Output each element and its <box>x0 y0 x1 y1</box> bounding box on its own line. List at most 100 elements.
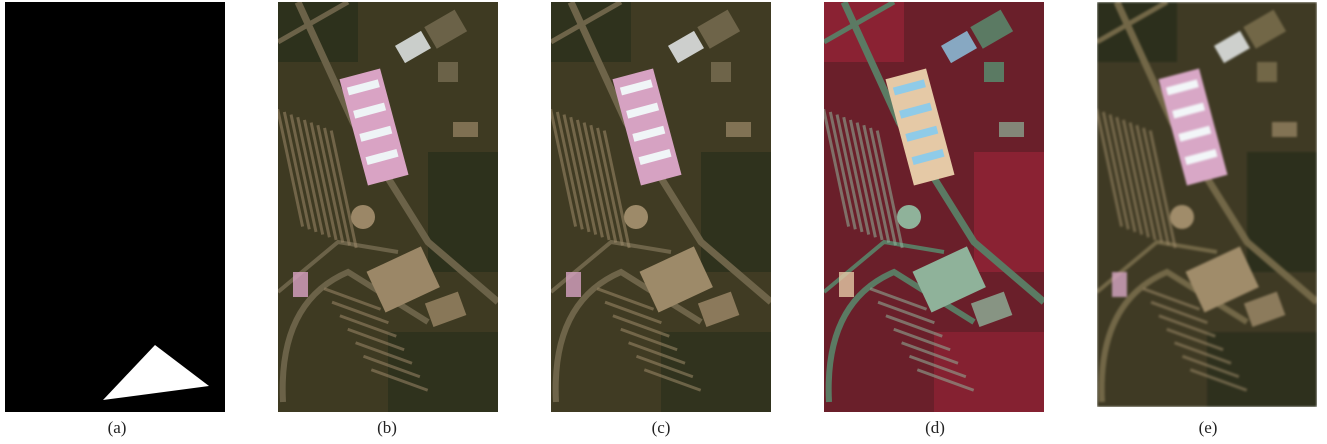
house-row <box>596 127 624 246</box>
house-row <box>1101 111 1130 230</box>
building-wing <box>638 148 672 165</box>
house-row <box>1150 300 1208 325</box>
house-row <box>869 287 928 311</box>
caption-d: (d) <box>925 418 945 437</box>
house-row <box>347 327 405 352</box>
house-row <box>331 300 389 325</box>
road <box>551 2 623 45</box>
panel-b-aerial <box>278 2 498 412</box>
road <box>279 268 430 403</box>
building <box>970 9 1014 49</box>
house-row <box>1142 127 1170 246</box>
building-wing <box>365 148 399 165</box>
building-wing <box>632 125 666 142</box>
house-row <box>551 108 578 227</box>
house-row <box>282 111 311 230</box>
house-row <box>1174 341 1232 365</box>
road <box>552 268 703 403</box>
house-row <box>582 122 611 241</box>
building <box>839 272 854 297</box>
building <box>1112 272 1127 297</box>
house-row <box>901 341 959 365</box>
house-row <box>869 127 897 246</box>
building <box>293 272 308 297</box>
panel-c-aerial <box>551 2 771 412</box>
building-wing <box>899 102 933 119</box>
house-row <box>1181 354 1240 379</box>
aerial-scene-c <box>551 2 771 412</box>
building <box>711 62 731 82</box>
house-row <box>855 122 884 241</box>
mask-background <box>5 2 225 412</box>
round-building <box>1170 205 1194 229</box>
house-row <box>1158 314 1216 338</box>
house-row <box>296 116 325 235</box>
building <box>1257 62 1277 82</box>
building-wing <box>1172 102 1206 119</box>
house-row <box>824 108 851 227</box>
panel-e-lowres <box>1097 2 1317 407</box>
caption-c: (c) <box>651 418 671 437</box>
caption-a: (a) <box>107 418 127 437</box>
house-row <box>362 354 421 379</box>
house-row <box>302 119 331 238</box>
round-building <box>351 205 375 229</box>
house-row <box>602 130 631 249</box>
house-row <box>1135 124 1164 243</box>
house-row <box>862 124 891 243</box>
caption-b: (b) <box>377 418 397 437</box>
panel-d-false-color <box>824 2 1044 412</box>
house-row <box>1148 130 1177 249</box>
building <box>984 62 1004 82</box>
road <box>1113 2 1317 305</box>
house-row <box>877 300 935 325</box>
panel-a-mask <box>5 2 225 412</box>
house-row <box>620 327 678 352</box>
building <box>566 272 581 297</box>
road <box>278 2 350 45</box>
building <box>697 9 741 49</box>
caption-e: (e) <box>1198 418 1218 437</box>
building-wing <box>905 125 939 142</box>
building <box>424 9 468 49</box>
mask-region <box>103 345 209 400</box>
house-row <box>885 314 943 338</box>
building <box>697 291 740 328</box>
house-row <box>323 127 351 246</box>
house-row <box>309 122 338 241</box>
house-row <box>316 124 345 243</box>
building <box>1243 291 1286 328</box>
house-row <box>908 354 967 379</box>
house-row <box>893 327 951 352</box>
house-row <box>596 287 655 311</box>
building <box>395 30 431 64</box>
building <box>912 246 986 313</box>
house-row <box>323 287 382 311</box>
house-row <box>329 130 358 249</box>
house-row <box>835 114 864 233</box>
building <box>639 246 713 313</box>
building-wing <box>346 79 380 96</box>
house-row <box>278 108 305 227</box>
building <box>1272 122 1297 137</box>
building-wing <box>619 79 653 96</box>
building <box>366 246 440 313</box>
house-row <box>604 300 662 325</box>
house-row <box>875 130 904 249</box>
building-wing <box>359 125 393 142</box>
house-row <box>848 119 877 238</box>
house-row <box>339 314 397 338</box>
house-row <box>1121 119 1150 238</box>
house-row <box>289 114 318 233</box>
house-row <box>569 116 598 235</box>
house-row <box>355 341 413 365</box>
building-wing <box>911 148 945 165</box>
road <box>567 2 771 305</box>
house-row <box>1108 114 1137 233</box>
house-row <box>1142 287 1201 311</box>
building <box>424 291 467 328</box>
house-row <box>575 119 604 238</box>
house-row <box>916 368 975 392</box>
building <box>668 30 704 64</box>
building-wing <box>892 79 926 96</box>
